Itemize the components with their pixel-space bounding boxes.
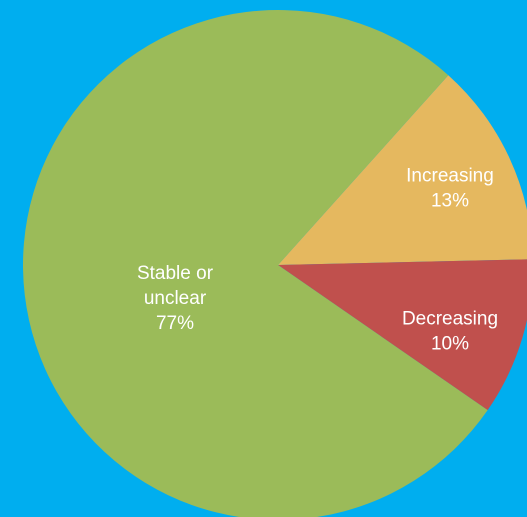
data-label-text: Increasing <box>406 166 494 187</box>
data-label-increasing: Increasing 13% <box>406 166 494 212</box>
data-label-text: Stable or <box>137 263 214 284</box>
pie-slice-decreasing <box>278 259 527 411</box>
pie-slice-increasing <box>278 75 527 265</box>
data-label-stable-or-unclear: Stable or unclear 77% <box>137 263 214 334</box>
pie-slice-stable-or-unclear <box>23 10 488 517</box>
data-label-text: unclear <box>144 288 207 309</box>
data-label-text: Decreasing <box>402 309 498 330</box>
data-label-value: 13% <box>431 191 469 212</box>
pie-slices <box>23 10 527 517</box>
data-label-value: 10% <box>431 334 469 355</box>
data-label-value: 77% <box>156 313 194 334</box>
data-label-decreasing: Decreasing 10% <box>402 309 498 355</box>
pie-data-labels: Increasing 13% Decreasing 10% Stable or uncle… <box>137 166 498 355</box>
